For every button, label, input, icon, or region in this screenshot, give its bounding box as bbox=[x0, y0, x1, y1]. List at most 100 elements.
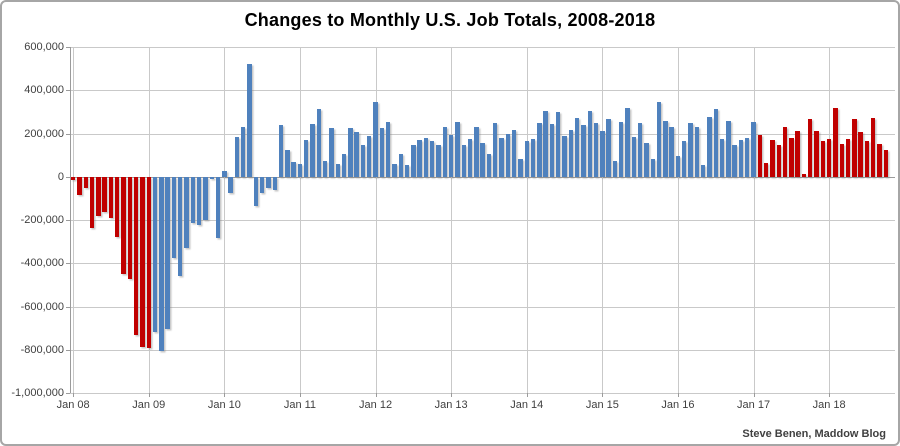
y-tick-label: -600,000 bbox=[20, 300, 64, 313]
v-gridline bbox=[829, 47, 831, 393]
x-axis-tick bbox=[148, 393, 150, 397]
chart-bar-2011-3 bbox=[310, 123, 315, 177]
chart-bar-2009-6 bbox=[178, 176, 183, 277]
chart-bar-2014-10 bbox=[581, 124, 586, 177]
chart-bar-2011-6 bbox=[329, 128, 334, 177]
chart-bar-2014-8 bbox=[568, 130, 574, 177]
chart-bar-2016-3 bbox=[688, 122, 693, 177]
chart-bar-2018-6 bbox=[858, 132, 863, 177]
y-tick-label: -1,000,000 bbox=[11, 387, 64, 399]
v-gridline bbox=[451, 47, 453, 393]
chart-bar-2015-3 bbox=[612, 160, 618, 177]
chart-bar-2014-9 bbox=[574, 118, 580, 177]
chart-bar-2018-2 bbox=[833, 107, 838, 177]
y-axis-line bbox=[70, 47, 71, 393]
y-tick-label: 400,000 bbox=[24, 84, 64, 97]
v-gridline bbox=[299, 47, 301, 393]
chart-bar-2014-5 bbox=[549, 123, 555, 177]
x-axis-tick bbox=[829, 393, 831, 397]
chart-bar-2010-2 bbox=[228, 176, 233, 193]
x-tick-label: Jan 08 bbox=[56, 399, 90, 411]
x-tick-label: Jan 18 bbox=[812, 399, 846, 411]
chart-bar-2014-11 bbox=[587, 110, 592, 177]
chart-bar-2010-7 bbox=[259, 176, 265, 193]
chart-bar-2010-4 bbox=[241, 127, 246, 177]
v-gridline bbox=[677, 47, 679, 393]
chart-bar-2013-5 bbox=[474, 127, 479, 177]
x-tick-label: Jan 09 bbox=[132, 399, 166, 411]
chart-bar-2017-11 bbox=[814, 131, 819, 177]
chart-bar-2012-12 bbox=[442, 127, 448, 177]
chart-bar-2011-9 bbox=[348, 128, 353, 177]
v-gridline bbox=[375, 47, 377, 393]
chart-bar-2014-2 bbox=[530, 138, 536, 177]
chart-bar-2012-9 bbox=[423, 137, 429, 177]
h-gridline bbox=[70, 349, 895, 351]
x-tick-label: Jan 16 bbox=[661, 399, 695, 411]
h-gridline bbox=[70, 176, 895, 178]
chart-bar-2012-7 bbox=[411, 145, 416, 177]
chart-bar-2008-10 bbox=[127, 176, 133, 280]
chart-bar-2008-5 bbox=[96, 176, 101, 216]
chart-bar-2014-12 bbox=[593, 122, 599, 177]
chart-bar-2008-1 bbox=[70, 176, 76, 180]
chart-bar-2010-12 bbox=[291, 161, 296, 177]
x-tick-label: Jan 17 bbox=[737, 399, 771, 411]
y-axis-tick bbox=[66, 90, 70, 92]
x-axis-tick bbox=[73, 393, 75, 397]
y-axis-tick bbox=[66, 47, 70, 48]
chart-title: Changes to Monthly U.S. Job Totals, 2008… bbox=[244, 10, 656, 30]
x-tick-label: Jan 13 bbox=[434, 399, 468, 411]
y-axis-tick bbox=[66, 263, 70, 265]
chart-bar-2011-11 bbox=[360, 145, 366, 177]
chart-bar-2018-4 bbox=[845, 138, 851, 177]
chart-bar-2012-3 bbox=[385, 121, 391, 177]
chart-bar-2013-10 bbox=[505, 133, 511, 177]
chart-bar-2012-4 bbox=[392, 163, 397, 177]
v-gridline bbox=[753, 47, 755, 393]
y-tick-label: 600,000 bbox=[24, 41, 64, 53]
chart-bar-2017-12 bbox=[820, 141, 826, 177]
y-axis-tick bbox=[66, 220, 70, 221]
v-gridline bbox=[526, 47, 528, 393]
chart-bar-2018-10 bbox=[883, 149, 889, 177]
chart-bar-2012-11 bbox=[436, 145, 441, 177]
chart-bar-2017-8 bbox=[795, 131, 800, 177]
chart-bar-2017-5 bbox=[776, 145, 781, 177]
chart-bar-2009-4 bbox=[165, 176, 170, 330]
chart-bar-2014-7 bbox=[562, 135, 567, 177]
chart-bar-2008-7 bbox=[108, 176, 114, 218]
chart-bar-2013-9 bbox=[499, 137, 504, 177]
chart-bar-2013-8 bbox=[493, 122, 498, 177]
chart-bar-2013-2 bbox=[455, 121, 460, 177]
x-tick-label: Jan 12 bbox=[359, 399, 393, 411]
chart-bar-2011-4 bbox=[316, 108, 322, 177]
chart-bar-2016-1 bbox=[675, 156, 681, 177]
h-gridline bbox=[70, 306, 895, 308]
chart-bar-2013-1 bbox=[448, 134, 454, 177]
chart-bar-2009-2 bbox=[152, 176, 158, 333]
attribution-text: Steve Benen, Maddow Blog bbox=[742, 428, 886, 440]
chart-bar-2010-8 bbox=[266, 176, 271, 188]
chart-bar-2016-9 bbox=[726, 120, 731, 177]
chart-bar-2017-6 bbox=[782, 127, 788, 177]
chart-bar-2014-6 bbox=[556, 111, 561, 177]
chart-bar-2010-9 bbox=[272, 176, 277, 190]
y-axis-tick bbox=[66, 349, 70, 351]
chart-bar-2015-9 bbox=[650, 159, 655, 177]
chart-bar-2011-10 bbox=[354, 132, 359, 177]
chart-bar-2010-6 bbox=[253, 176, 259, 206]
chart-bar-2015-7 bbox=[637, 122, 643, 177]
chart-bar-2009-10 bbox=[203, 176, 208, 220]
x-axis-tick bbox=[602, 393, 604, 397]
chart-bar-2018-5 bbox=[852, 119, 857, 177]
chart-bar-2017-1 bbox=[751, 121, 756, 177]
chart-bar-2013-7 bbox=[486, 154, 492, 177]
chart-bar-2014-3 bbox=[537, 122, 542, 177]
chart-bar-2016-4 bbox=[694, 127, 700, 177]
chart-bar-2011-7 bbox=[335, 163, 340, 177]
y-tick-label: 0 bbox=[57, 170, 64, 183]
chart-bar-2008-6 bbox=[102, 176, 107, 213]
